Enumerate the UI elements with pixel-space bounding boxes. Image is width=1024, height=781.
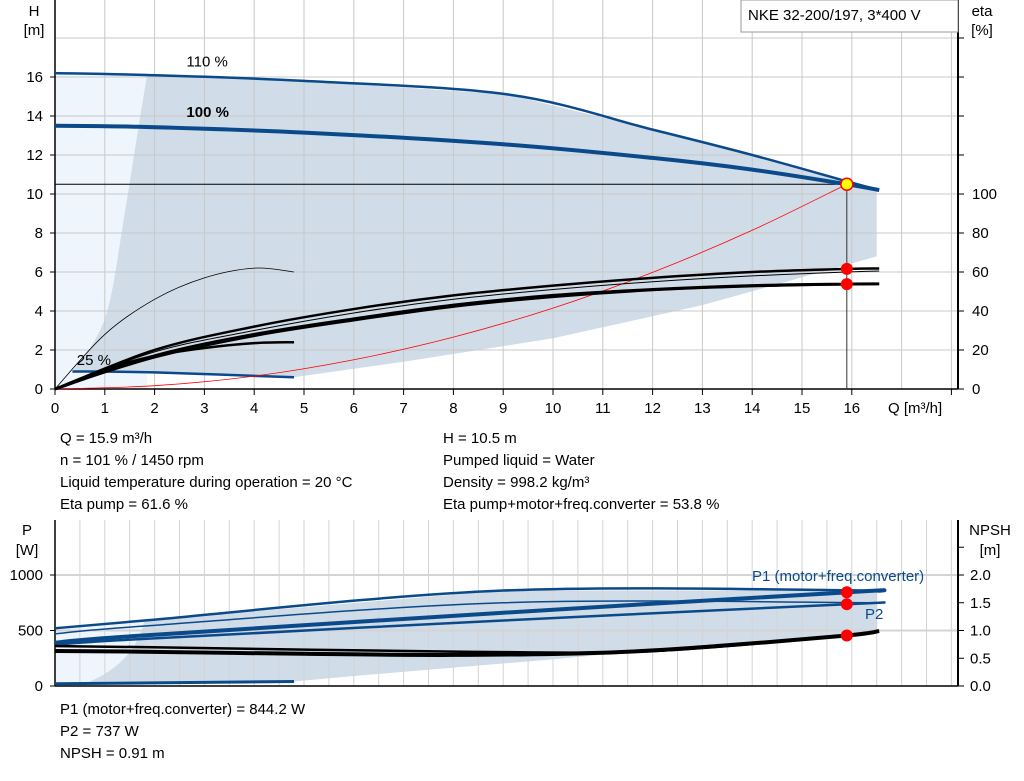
x-tick-label: 3	[200, 400, 208, 417]
title-box	[740, 0, 959, 33]
p-tick-label: 0	[35, 678, 43, 695]
x-tick-label: 7	[399, 400, 407, 417]
y-tick-label: 16	[26, 69, 43, 86]
info-eta-pump: Eta pump = 61.6 %	[60, 496, 188, 513]
y2-tick-label: 40	[972, 303, 989, 320]
eta-pump-marker	[840, 262, 853, 275]
eta-total-marker	[840, 278, 853, 291]
y-tick-label: 12	[26, 147, 43, 164]
x-tick-label: 4	[250, 400, 258, 417]
x-tick-label: 10	[545, 400, 562, 417]
p-axis-title: P	[22, 522, 32, 539]
curve-system	[54, 183, 847, 390]
info-npsh: NPSH = 0.91 m	[60, 745, 165, 762]
x-tick-label: 16	[843, 400, 860, 417]
curve-p1_100	[54, 588, 887, 645]
y2-tick-label: 80	[972, 225, 989, 242]
curve-eta_pump_low	[54, 267, 295, 390]
curve-eta_pump_b	[54, 270, 880, 390]
y-tick-label: 4	[35, 303, 43, 320]
npsh-marker	[840, 629, 853, 642]
y-axis-title: H	[29, 3, 40, 20]
y-axis-unit: [m]	[24, 22, 45, 39]
info-p2: P2 = 737 W	[60, 723, 139, 740]
chart-title: NKE 32-200/197, 3*400 V	[748, 7, 921, 24]
info-density: Density = 998.2 kg/m³	[443, 474, 590, 491]
curve-npsh	[54, 629, 880, 657]
info-bottom: P1 (motor+freq.converter) = 844.2 W P2 =…	[60, 699, 305, 765]
info-top-right: H = 10.5 m Pumped liquid = Water Density…	[443, 428, 719, 516]
info-speed: n = 101 % / 1450 rpm	[60, 452, 204, 469]
curve-label: 100 %	[186, 104, 229, 121]
x-tick-label: 2	[150, 400, 158, 417]
y2-axis-title: eta	[972, 3, 994, 20]
p2-curve-label: P2	[865, 606, 883, 623]
curve-eta_pump	[54, 267, 880, 391]
curve-p2_110	[54, 600, 880, 635]
curve-p2_100	[54, 601, 886, 647]
y-tick-label: 10	[26, 186, 43, 203]
npsh-tick-label: 1.0	[970, 623, 991, 640]
curve-eta_total	[54, 282, 880, 391]
x-tick-label: 11	[595, 400, 611, 417]
info-flow: Q = 15.9 m³/h	[60, 430, 153, 447]
x-tick-label: 13	[694, 400, 711, 417]
curve-h100	[54, 123, 880, 193]
y2-axis-unit: [%]	[971, 22, 993, 39]
curve-eta_total_b	[54, 283, 880, 390]
x-tick-label: 5	[300, 400, 308, 417]
y-tick-label: 14	[26, 108, 43, 125]
curve-label: 110 %	[186, 53, 227, 70]
npsh-tick-label: 2.0	[970, 567, 991, 584]
curve-label: 25 %	[77, 352, 111, 369]
p2-marker	[840, 598, 853, 611]
operating-area	[72, 75, 877, 378]
curve-p1_110	[54, 587, 880, 630]
npsh-tick-label: 0.0	[970, 678, 991, 695]
p1-curve-label: P1 (motor+freq.converter)	[752, 568, 924, 585]
y-tick-label: 8	[35, 225, 43, 242]
p-tick-label: 500	[18, 623, 43, 640]
info-temperature: Liquid temperature during operation = 20…	[60, 474, 353, 491]
curve-p_25	[54, 680, 295, 686]
duty-point-marker	[840, 177, 854, 191]
x-tick-label: 6	[350, 400, 358, 417]
x-tick-label: 15	[794, 400, 811, 417]
npsh-tick-label: 0.5	[970, 650, 991, 667]
x-tick-label: 9	[499, 400, 507, 417]
x-tick-label: 14	[744, 400, 761, 417]
p-tick-label: 1000	[10, 567, 43, 584]
info-liquid: Pumped liquid = Water	[443, 452, 595, 469]
x-tick-label: 0	[51, 400, 59, 417]
curve-h25	[72, 370, 295, 379]
x-tick-label: 12	[644, 400, 661, 417]
x-tick-label: 8	[449, 400, 457, 417]
npsh-tick-label: 1.5	[970, 595, 991, 612]
info-eta-total: Eta pump+motor+freq.converter = 53.8 %	[443, 496, 720, 513]
npsh-axis-unit: [m]	[980, 542, 1001, 559]
y2-tick-label: 60	[972, 264, 989, 281]
curve-h110	[54, 71, 880, 192]
info-p1: P1 (motor+freq.converter) = 844.2 W	[60, 701, 306, 718]
x-axis-title: Q [m³/h]	[888, 400, 942, 417]
x-tick-label: 1	[101, 400, 109, 417]
y2-tick-label: 20	[972, 342, 989, 359]
y-tick-label: 6	[35, 264, 43, 281]
y2-tick-label: 0	[972, 381, 980, 398]
info-head: H = 10.5 m	[443, 430, 517, 447]
y-tick-label: 0	[35, 381, 43, 398]
npsh-axis-title: NPSH	[969, 522, 1011, 539]
p-axis-unit: [W]	[16, 542, 39, 559]
info-top-left: Q = 15.9 m³/h n = 101 % / 1450 rpm Liqui…	[60, 428, 352, 516]
power-operating-area	[84, 590, 877, 684]
y-tick-label: 2	[35, 342, 43, 359]
y2-tick-label: 100	[972, 186, 997, 203]
p1-marker	[840, 586, 853, 599]
